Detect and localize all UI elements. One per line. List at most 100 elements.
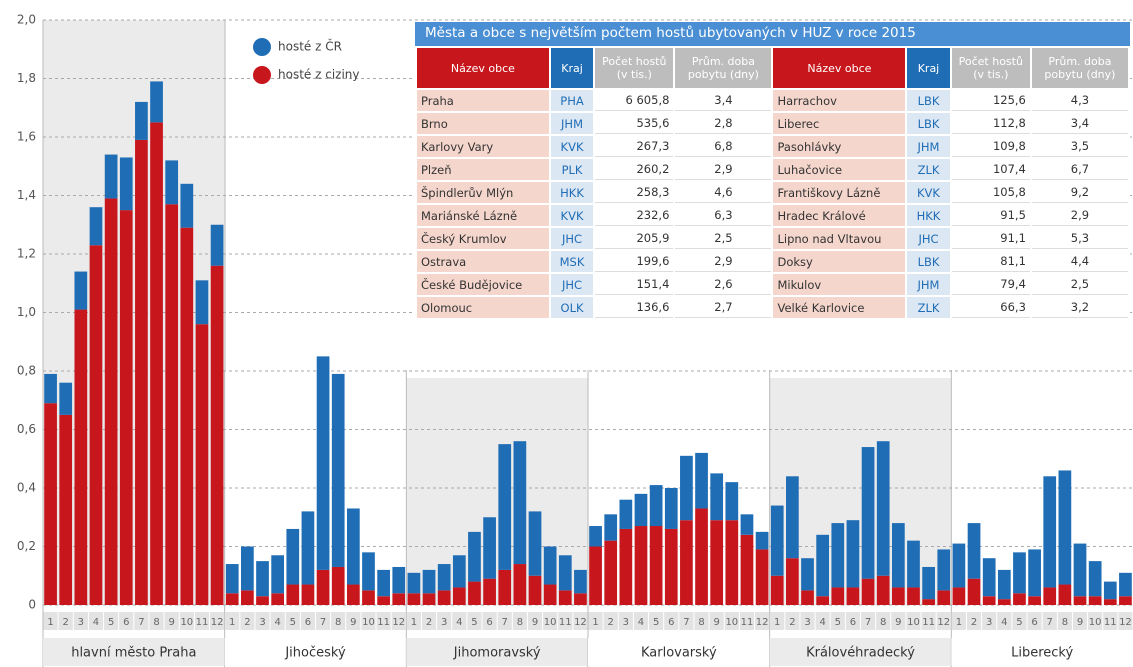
bar-segment bbox=[967, 578, 981, 605]
table-cell: 112,8 bbox=[951, 113, 1030, 134]
bar-segment bbox=[150, 122, 163, 605]
x-tick-box bbox=[588, 612, 603, 630]
x-tick-box bbox=[225, 612, 240, 630]
x-tick-box bbox=[255, 612, 270, 630]
table-header: Prům. doba pobytu (dny) bbox=[1031, 48, 1128, 88]
table-cell: KVK bbox=[550, 205, 594, 226]
bar-segment bbox=[952, 543, 966, 588]
legend-swatch bbox=[253, 66, 271, 84]
bar-segment bbox=[937, 549, 951, 591]
x-tick-box bbox=[346, 612, 361, 630]
table-grid: Název obce Kraj Počet hostů (v tis.) Prům. … bbox=[415, 46, 1130, 320]
region-label: Liberecký bbox=[1011, 646, 1073, 661]
table-cell: 109,8 bbox=[951, 136, 1030, 157]
table-cell: Ostrava bbox=[417, 251, 549, 272]
table-cell: KVK bbox=[550, 136, 594, 157]
bar-segment bbox=[422, 593, 436, 605]
x-tick-box bbox=[43, 612, 58, 630]
x-tick-box bbox=[210, 612, 225, 630]
bar-segment bbox=[104, 154, 118, 199]
x-tick-box bbox=[467, 612, 482, 630]
x-tick-box bbox=[331, 612, 346, 630]
table-row: Mariánské Lázně KVK 232,6 6,3 Hradec Králové… bbox=[417, 205, 1128, 226]
x-tick-box bbox=[845, 612, 860, 630]
x-tick-label: 5 bbox=[471, 617, 477, 628]
table-cell: 4,4 bbox=[1031, 251, 1128, 272]
table-cell: Liberec bbox=[773, 113, 906, 134]
x-tick-box bbox=[285, 612, 300, 630]
bar-segment bbox=[770, 575, 784, 605]
table-cell: JHM bbox=[550, 113, 594, 134]
x-tick-label: 1 bbox=[229, 617, 235, 628]
table-cell: MSK bbox=[550, 251, 594, 272]
table-cell: Luhačovice bbox=[773, 159, 906, 180]
table-row: Brno JHM 535,6 2,8 Liberec LBK 112,8 3,4 bbox=[417, 113, 1128, 134]
x-tick-label: 10 bbox=[544, 617, 557, 628]
table-cell: Doksy bbox=[773, 251, 906, 272]
table-cell: Brno bbox=[417, 113, 549, 134]
bar-segment bbox=[680, 520, 693, 605]
x-tick-box bbox=[164, 612, 179, 630]
table-header: Název obce bbox=[417, 48, 549, 88]
bar-segment bbox=[710, 520, 724, 605]
bar-segment bbox=[740, 514, 754, 535]
table-cell: 9,2 bbox=[1031, 182, 1128, 203]
x-tick-box bbox=[391, 612, 406, 630]
bar-segment bbox=[241, 546, 254, 591]
bar-segment bbox=[195, 324, 209, 605]
x-tick-label: 1 bbox=[774, 617, 780, 628]
y-tick-label: 0,8 bbox=[17, 364, 36, 378]
x-tick-box bbox=[1042, 612, 1057, 630]
table-cell: Hradec Králové bbox=[773, 205, 906, 226]
x-tick-box bbox=[452, 612, 467, 630]
bar-segment bbox=[680, 455, 693, 521]
bar-segment bbox=[1043, 476, 1057, 588]
x-tick-label: 6 bbox=[305, 617, 311, 628]
table-cell: 6,8 bbox=[675, 136, 772, 157]
bar-segment bbox=[876, 575, 890, 605]
bar-segment bbox=[346, 584, 360, 605]
x-tick-label: 6 bbox=[668, 617, 674, 628]
x-tick-box bbox=[649, 612, 664, 630]
x-tick-label: 8 bbox=[880, 617, 886, 628]
bar-segment bbox=[377, 596, 390, 605]
bar-segment bbox=[498, 569, 512, 605]
x-tick-label: 5 bbox=[108, 617, 114, 628]
x-tick-box bbox=[527, 612, 543, 630]
bar-segment bbox=[922, 599, 935, 605]
bar-segment bbox=[1058, 584, 1072, 605]
table-cell: 91,1 bbox=[951, 228, 1030, 249]
bar-segment bbox=[1103, 599, 1117, 605]
x-tick-box bbox=[573, 612, 588, 630]
bar-segment bbox=[165, 160, 179, 205]
bar-segment bbox=[256, 561, 269, 597]
bar-segment bbox=[452, 555, 466, 588]
bar-segment bbox=[422, 569, 436, 594]
table-cell: 3,5 bbox=[1031, 136, 1128, 157]
table-cell: 4,6 bbox=[675, 182, 772, 203]
bar-segment bbox=[604, 514, 618, 541]
x-tick-label: 1 bbox=[411, 617, 417, 628]
table-cell: 91,5 bbox=[951, 205, 1030, 226]
bar-segment bbox=[786, 558, 799, 605]
bar-segment bbox=[1119, 596, 1132, 605]
x-tick-label: 3 bbox=[623, 617, 629, 628]
bar-segment bbox=[498, 444, 512, 570]
table-row: Ostrava MSK 199,6 2,9 Doksy LBK 81,1 4,4 bbox=[417, 251, 1128, 272]
table-cell: JHC bbox=[907, 228, 950, 249]
bar-segment bbox=[1073, 596, 1087, 605]
bar-segment bbox=[362, 552, 375, 591]
x-tick-label: 7 bbox=[865, 617, 871, 628]
x-tick-label: 11 bbox=[377, 617, 390, 628]
bar-segment bbox=[574, 569, 587, 594]
bar-segment bbox=[1013, 593, 1026, 605]
bar-segment bbox=[937, 590, 951, 605]
x-tick-box bbox=[815, 612, 830, 630]
x-tick-box bbox=[406, 612, 421, 630]
x-tick-box bbox=[906, 612, 921, 630]
bar-segment bbox=[619, 528, 633, 605]
table-cell: 205,9 bbox=[595, 228, 674, 249]
bar-segment bbox=[725, 520, 739, 605]
x-tick-label: 5 bbox=[1016, 617, 1022, 628]
x-tick-label: 12 bbox=[392, 617, 405, 628]
